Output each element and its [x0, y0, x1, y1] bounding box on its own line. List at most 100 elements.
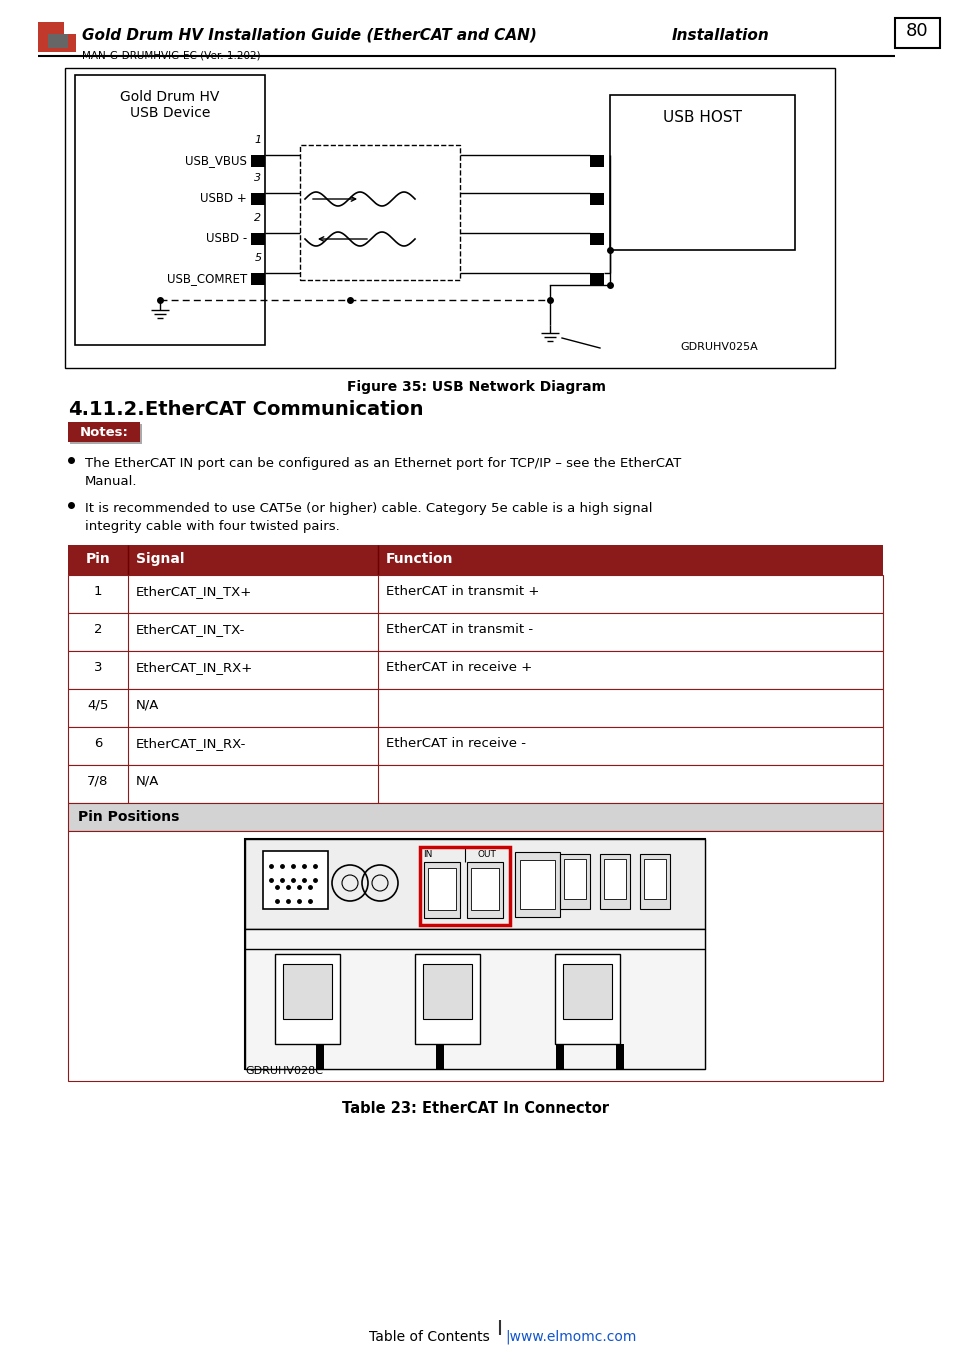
- Text: Gold Drum HV Installation Guide (EtherCAT and CAN): Gold Drum HV Installation Guide (EtherCA…: [82, 28, 537, 43]
- Bar: [428, 868, 456, 910]
- Text: |www.elmomc.com: |www.elmomc.com: [504, 1330, 636, 1345]
- Bar: [68, 688, 882, 728]
- Bar: [68, 545, 882, 575]
- Bar: [436, 1044, 443, 1069]
- Bar: [70, 424, 142, 444]
- Bar: [609, 95, 794, 250]
- Bar: [556, 1044, 563, 1069]
- Text: GDRUHV025A: GDRUHV025A: [679, 342, 757, 352]
- Text: EtherCAT in receive -: EtherCAT in receive -: [386, 737, 525, 751]
- Text: 6: 6: [93, 737, 102, 751]
- Bar: [471, 868, 498, 910]
- Bar: [245, 838, 704, 1069]
- Bar: [603, 859, 625, 899]
- Bar: [68, 423, 140, 441]
- Text: Figure 35: USB Network Diagram: Figure 35: USB Network Diagram: [347, 379, 606, 394]
- Bar: [563, 859, 585, 899]
- Bar: [639, 855, 669, 909]
- Text: Pin Positions: Pin Positions: [78, 810, 179, 824]
- Bar: [274, 954, 339, 1044]
- Bar: [419, 846, 510, 925]
- Bar: [68, 832, 882, 1081]
- Bar: [68, 613, 882, 651]
- Text: EtherCAT Communication: EtherCAT Communication: [145, 400, 423, 418]
- Text: Manual.: Manual.: [85, 475, 137, 487]
- Text: Signal: Signal: [136, 552, 184, 566]
- Bar: [299, 144, 459, 279]
- Text: 7/8: 7/8: [88, 775, 109, 788]
- Bar: [467, 863, 502, 918]
- Text: 4.11.2.: 4.11.2.: [68, 400, 145, 418]
- Bar: [65, 68, 834, 369]
- Text: EtherCAT_IN_RX+: EtherCAT_IN_RX+: [136, 662, 253, 674]
- Text: EtherCAT in transmit -: EtherCAT in transmit -: [386, 622, 533, 636]
- Bar: [68, 728, 882, 765]
- Bar: [283, 964, 332, 1019]
- Bar: [589, 234, 603, 244]
- Text: IN: IN: [422, 850, 432, 859]
- Bar: [251, 155, 265, 167]
- Bar: [68, 423, 140, 441]
- Text: N/A: N/A: [136, 699, 159, 711]
- Text: 3: 3: [254, 173, 261, 184]
- Bar: [415, 954, 479, 1044]
- Bar: [68, 765, 882, 803]
- Bar: [251, 273, 265, 285]
- Bar: [559, 855, 589, 909]
- Bar: [515, 852, 559, 917]
- Bar: [562, 964, 612, 1019]
- Text: 1: 1: [254, 135, 261, 144]
- Text: Installation: Installation: [671, 28, 769, 43]
- Bar: [589, 155, 603, 167]
- Text: Notes:: Notes:: [79, 427, 129, 439]
- Text: The EtherCAT IN port can be configured as an Ethernet port for TCP/IP – see the : The EtherCAT IN port can be configured a…: [85, 458, 680, 470]
- Bar: [616, 1044, 623, 1069]
- Bar: [68, 803, 882, 832]
- Text: USB_VBUS: USB_VBUS: [185, 154, 247, 167]
- Bar: [599, 855, 629, 909]
- Bar: [422, 964, 472, 1019]
- Bar: [589, 193, 603, 205]
- Bar: [251, 234, 265, 244]
- Bar: [245, 929, 704, 1069]
- Text: Table of Contents: Table of Contents: [369, 1330, 490, 1345]
- Text: EtherCAT_IN_RX-: EtherCAT_IN_RX-: [136, 737, 246, 751]
- Bar: [251, 193, 265, 205]
- Text: 80: 80: [904, 22, 927, 40]
- Bar: [263, 850, 328, 909]
- Text: Table 23: EtherCAT In Connector: Table 23: EtherCAT In Connector: [341, 1102, 608, 1116]
- Bar: [75, 76, 265, 346]
- Text: 3: 3: [93, 662, 102, 674]
- Bar: [315, 1044, 324, 1069]
- Bar: [555, 954, 619, 1044]
- Bar: [643, 859, 665, 899]
- Text: 4/5: 4/5: [88, 699, 109, 711]
- Text: USB HOST: USB HOST: [662, 109, 741, 126]
- Text: Function: Function: [386, 552, 453, 566]
- Bar: [519, 860, 555, 909]
- Bar: [68, 575, 882, 613]
- Bar: [48, 34, 68, 49]
- Bar: [894, 18, 939, 49]
- Text: MAN-G-DRUMHVIG-EC (Ver. 1.202): MAN-G-DRUMHVIG-EC (Ver. 1.202): [82, 50, 260, 59]
- Text: integrity cable with four twisted pairs.: integrity cable with four twisted pairs.: [85, 520, 339, 533]
- Text: EtherCAT in transmit +: EtherCAT in transmit +: [386, 585, 538, 598]
- Text: Pin: Pin: [86, 552, 111, 566]
- Text: 2: 2: [93, 622, 102, 636]
- Text: EtherCAT_IN_TX-: EtherCAT_IN_TX-: [136, 622, 245, 636]
- Text: N/A: N/A: [136, 775, 159, 788]
- Text: USB_COMRET: USB_COMRET: [167, 273, 247, 285]
- Polygon shape: [38, 22, 76, 53]
- Bar: [68, 651, 882, 688]
- Bar: [245, 838, 704, 929]
- Bar: [589, 273, 603, 285]
- Text: EtherCAT_IN_TX+: EtherCAT_IN_TX+: [136, 585, 252, 598]
- Text: 5: 5: [254, 252, 261, 263]
- Text: EtherCAT in receive +: EtherCAT in receive +: [386, 662, 532, 674]
- Text: USBD -: USBD -: [206, 232, 247, 246]
- Text: 2: 2: [254, 213, 261, 223]
- Text: 1: 1: [93, 585, 102, 598]
- Text: OUT: OUT: [477, 850, 497, 859]
- Bar: [423, 863, 459, 918]
- Text: GDRUHV028C: GDRUHV028C: [245, 1066, 323, 1076]
